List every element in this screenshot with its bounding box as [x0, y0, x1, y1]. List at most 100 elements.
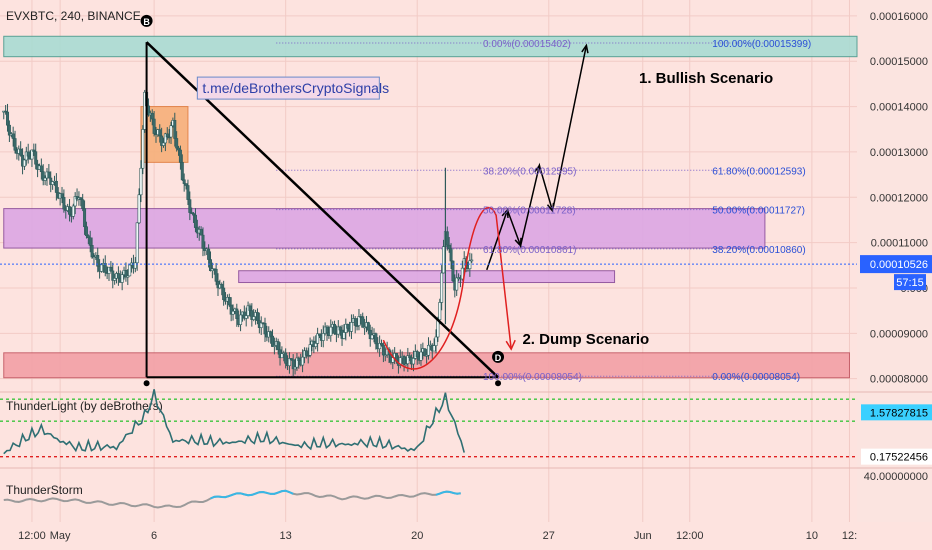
telegram-label: t.me/deBrothersCryptoSignals: [196, 76, 389, 100]
candle-body: [169, 125, 173, 138]
candle-body: [47, 171, 51, 179]
candle-body: [207, 248, 211, 260]
candle-body: [190, 212, 194, 214]
candle-body: [370, 334, 374, 340]
candle-body: [62, 197, 66, 210]
point-d-marker: D: [492, 350, 505, 363]
telegram-label-box: [196, 76, 380, 100]
dump-scenario-label: 2. Dump Scenario: [522, 331, 649, 348]
bullish-arrowhead: [581, 43, 589, 54]
candle-body: [83, 208, 87, 228]
candle-body: [259, 322, 263, 328]
candle-body: [231, 310, 235, 315]
time-tick-label: 20: [411, 530, 423, 542]
telegram-label-text: t.me/deBrothersCryptoSignals: [202, 80, 389, 96]
thunderlight-high-label: 1.57827815: [870, 407, 928, 419]
candle-body: [88, 237, 92, 246]
last-price-badge[interactable]: 0.00010526 57:15: [0, 255, 932, 291]
point-c-dot: [495, 380, 502, 387]
price-tick-label: 0.00009000: [870, 328, 928, 340]
candle-body: [165, 133, 169, 138]
time-tick-label: 6: [151, 530, 157, 542]
candle-body: [39, 165, 43, 173]
time-tick-label: 27: [543, 530, 555, 542]
candle-body: [272, 345, 276, 347]
candle-body: [208, 259, 212, 272]
candle-body: [451, 260, 455, 282]
candle-body: [229, 304, 233, 315]
candle-body: [408, 355, 412, 358]
candle-body: [4, 110, 8, 113]
candle-body: [455, 277, 459, 291]
candle-body: [19, 148, 23, 156]
thunderstorm-bull-segment: [210, 489, 294, 500]
candle-body: [173, 120, 177, 139]
candle-body: [92, 256, 96, 258]
candle-body: [442, 246, 446, 274]
candle-body: [426, 344, 430, 356]
candle-body: [116, 273, 120, 279]
dump-scenario-line: [382, 206, 512, 370]
candle-body: [248, 305, 252, 311]
time-tick-label: 12:: [842, 530, 857, 542]
candle-body: [73, 196, 77, 207]
thunderlight-title: ThunderLight (by deBrothers): [6, 399, 163, 413]
candle-body: [250, 310, 254, 320]
thunderlight-low-badge-bg: [861, 448, 932, 465]
candle-body: [175, 138, 179, 149]
candle-body: [404, 363, 408, 366]
candle-body: [383, 354, 387, 357]
candle-body: [317, 333, 321, 336]
candle-body: [99, 264, 103, 272]
point-b-marker: B: [140, 14, 153, 27]
candle-body: [355, 325, 359, 327]
fib-label: 50.00%(0.00011728): [483, 206, 576, 217]
candle-body: [374, 333, 378, 345]
candle-body: [432, 345, 436, 352]
fib-label: 38.20%(0.00010860): [712, 245, 805, 256]
candle-body: [133, 262, 137, 269]
candle-body: [152, 118, 156, 134]
candle-body: [199, 229, 203, 236]
candle-body: [11, 133, 15, 139]
time-tick-label: Jun: [634, 530, 652, 542]
candle-body: [402, 356, 406, 365]
candle-body: [398, 357, 402, 366]
candle-body: [49, 177, 53, 185]
candle-body: [287, 358, 291, 367]
candle-body: [34, 151, 38, 165]
candle-body: [186, 185, 190, 200]
candle-body: [449, 248, 453, 262]
candle-body: [381, 344, 385, 356]
symbol-header: EVXBTC, 240, BINANCE: [6, 9, 141, 23]
candle-body: [293, 366, 297, 370]
fib-label: 61.80%(0.00012593): [712, 166, 805, 177]
candle-body: [263, 322, 267, 335]
fib-labels: 0.00%(0.00015402) 100.00%(0.00015399) 38.2…: [483, 39, 811, 383]
candle-body: [380, 343, 384, 346]
countdown-badge-bg: [894, 274, 926, 291]
candle-body: [103, 263, 107, 273]
time-tick-label: 12:00: [676, 530, 704, 542]
candle-body: [124, 269, 128, 278]
time-tick-label: 10: [806, 530, 818, 542]
candle-body: [333, 324, 337, 334]
time-tick-label: 13: [280, 530, 292, 542]
candle-body: [242, 311, 246, 319]
candle-body: [357, 316, 361, 326]
thunderlight-high-badge: 1.57827815: [861, 404, 932, 421]
fib-lines: [276, 42, 765, 377]
candle-body: [167, 136, 171, 139]
candle-body: [163, 133, 167, 144]
candle-body: [316, 333, 320, 344]
candle-body: [419, 351, 423, 361]
thunderlight-series-line: [3, 389, 465, 455]
candle-body: [68, 206, 72, 215]
price-tick-label: 0.00012000: [870, 192, 928, 204]
candle-body: [284, 352, 288, 364]
bullish-arrowhead: [501, 208, 509, 218]
candle-body: [96, 255, 100, 267]
fib-label: 100.00%(0.00008054): [483, 372, 582, 383]
candle-body: [321, 333, 325, 341]
